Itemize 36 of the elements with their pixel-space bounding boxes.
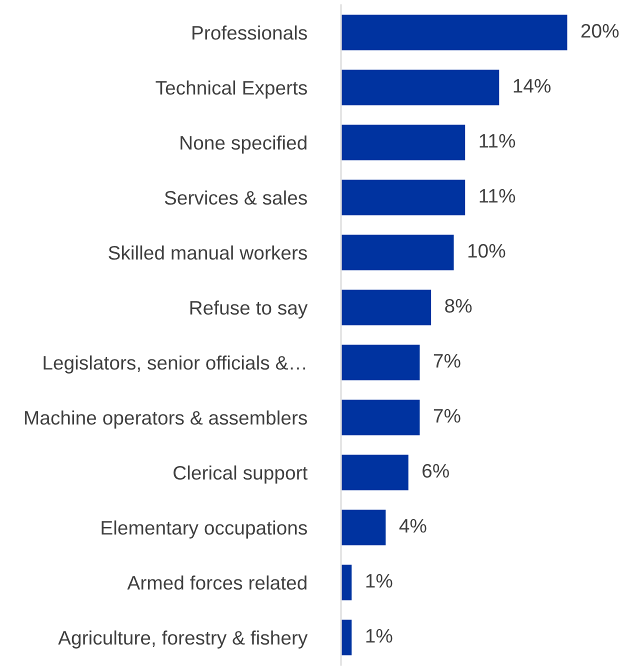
bar <box>341 343 422 382</box>
bar <box>341 563 354 602</box>
data-label: 7% <box>434 409 460 423</box>
y-tick-label: Machine operators & assemblers <box>25 410 307 429</box>
data-label: 10% <box>468 244 506 258</box>
data-label: 1% <box>366 574 392 588</box>
bar <box>341 508 388 547</box>
data-label: 6% <box>422 464 449 478</box>
bar <box>341 68 501 107</box>
data-label: 20% <box>581 24 619 38</box>
data-label: 11% <box>480 189 516 203</box>
y-tick-label: Skilled manual workers <box>108 245 307 260</box>
bar <box>341 13 569 52</box>
y-tick-label: Services & sales <box>164 190 307 205</box>
data-label: 14% <box>514 79 551 93</box>
y-tick-label: Armed forces related <box>127 575 306 590</box>
y-tick-label: Technical Experts <box>156 80 307 99</box>
bar <box>341 233 456 272</box>
y-tick-label: Clerical support <box>174 465 308 484</box>
bar <box>341 618 354 657</box>
data-label: 8% <box>445 298 472 313</box>
bar <box>341 178 467 217</box>
y-tick-label: Professionals <box>192 25 307 40</box>
y-tick-label: Refuse to say <box>190 300 308 319</box>
data-label: 7% <box>434 354 460 368</box>
bar <box>341 398 422 437</box>
data-label: 1% <box>366 629 392 643</box>
bar <box>341 288 432 327</box>
y-tick-label: Elementary occupations <box>102 520 307 539</box>
bar <box>341 453 410 492</box>
data-label: 4% <box>399 519 426 533</box>
y-tick-label: Agriculture, forestry & fishery <box>58 630 308 649</box>
bar <box>341 123 467 162</box>
y-tick-label: None specified <box>180 135 306 154</box>
y-tick-label: Legislators, senior officials &… <box>44 355 306 374</box>
data-label: 11% <box>480 134 516 148</box>
